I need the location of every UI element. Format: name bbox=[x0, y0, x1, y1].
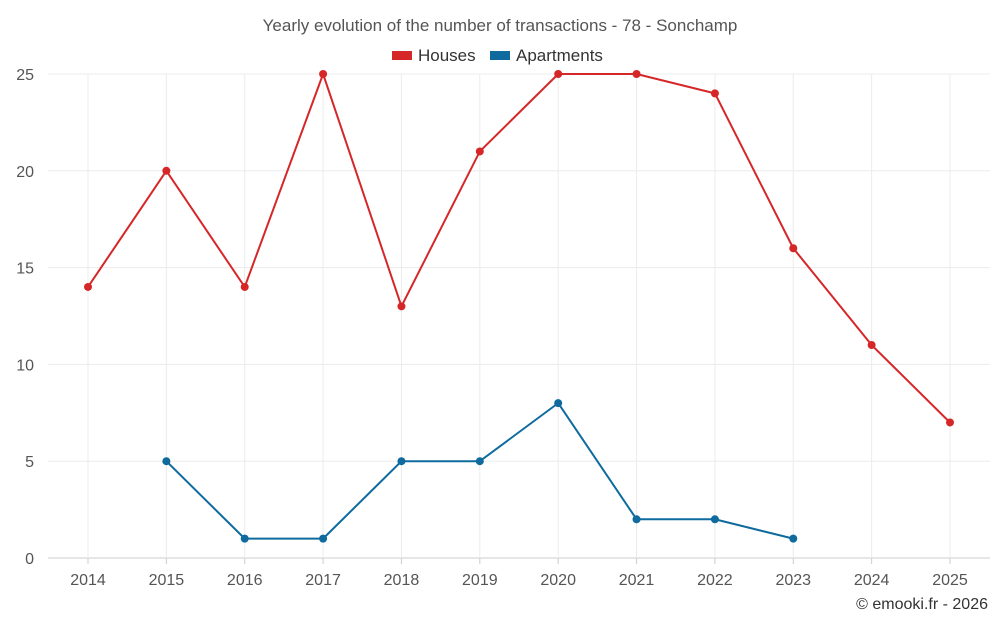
y-tick-label: 0 bbox=[25, 551, 34, 568]
y-tick-label: 10 bbox=[16, 357, 34, 374]
data-point-houses[interactable] bbox=[789, 244, 798, 253]
data-point-houses[interactable] bbox=[397, 302, 406, 311]
legend-label-apartments: Apartments bbox=[516, 46, 603, 65]
series-apartments bbox=[162, 399, 798, 543]
x-tick-label: 2018 bbox=[384, 572, 420, 589]
x-tick-label: 2016 bbox=[227, 572, 263, 589]
legend-swatch-houses bbox=[392, 51, 412, 60]
data-point-apartments[interactable] bbox=[710, 515, 719, 524]
data-point-apartments[interactable] bbox=[319, 534, 328, 543]
x-tick-label: 2024 bbox=[854, 572, 890, 589]
series-line-houses bbox=[87, 73, 951, 424]
x-tick-label: 2020 bbox=[540, 572, 576, 589]
data-point-apartments[interactable] bbox=[240, 534, 249, 543]
y-tick-label: 15 bbox=[16, 261, 34, 278]
series-houses bbox=[84, 70, 954, 427]
data-point-apartments[interactable] bbox=[475, 457, 484, 466]
data-point-houses[interactable] bbox=[475, 147, 484, 156]
data-point-houses[interactable] bbox=[84, 282, 92, 291]
x-tick-label: 2021 bbox=[619, 572, 655, 589]
legend-item-houses[interactable]: Houses bbox=[392, 46, 476, 65]
chart-title: Yearly evolution of the number of transa… bbox=[263, 16, 738, 35]
data-point-houses[interactable] bbox=[867, 341, 876, 350]
y-tick-label: 5 bbox=[25, 454, 34, 471]
x-tick-label: 2015 bbox=[149, 572, 185, 589]
x-tick-label: 2022 bbox=[697, 572, 733, 589]
data-point-houses[interactable] bbox=[946, 418, 954, 427]
data-point-apartments[interactable] bbox=[632, 515, 641, 524]
data-point-houses[interactable] bbox=[240, 282, 249, 291]
x-tick-label: 2019 bbox=[462, 572, 498, 589]
data-point-houses[interactable] bbox=[162, 166, 171, 175]
x-tick-label: 2017 bbox=[305, 572, 341, 589]
x-axis-ticks: 2014 2015 2016 2017 2018 2019 2020 2021 2022 2023… bbox=[70, 558, 968, 589]
y-tick-label: 20 bbox=[16, 164, 34, 181]
legend-item-apartments[interactable]: Apartments bbox=[490, 46, 603, 65]
x-tick-label: 2014 bbox=[70, 572, 106, 589]
data-point-apartments[interactable] bbox=[554, 399, 563, 408]
legend: Houses Apartments bbox=[392, 46, 603, 65]
series bbox=[84, 70, 954, 543]
data-point-houses[interactable] bbox=[554, 70, 563, 78]
data-point-houses[interactable] bbox=[319, 70, 328, 78]
data-point-houses[interactable] bbox=[710, 89, 719, 98]
credit-label: © emooki.fr - 2026 bbox=[856, 596, 988, 613]
data-point-houses[interactable] bbox=[632, 70, 641, 78]
data-point-apartments[interactable] bbox=[162, 457, 171, 466]
y-axis-ticks: 0 5 10 15 20 25 bbox=[16, 67, 34, 568]
x-tick-label: 2025 bbox=[932, 572, 968, 589]
x-tick-label: 2023 bbox=[775, 572, 811, 589]
data-point-apartments[interactable] bbox=[789, 534, 798, 543]
legend-label-houses: Houses bbox=[418, 46, 476, 65]
y-tick-label: 25 bbox=[16, 67, 34, 84]
legend-swatch-apartments bbox=[490, 51, 510, 60]
data-point-apartments[interactable] bbox=[397, 457, 406, 466]
